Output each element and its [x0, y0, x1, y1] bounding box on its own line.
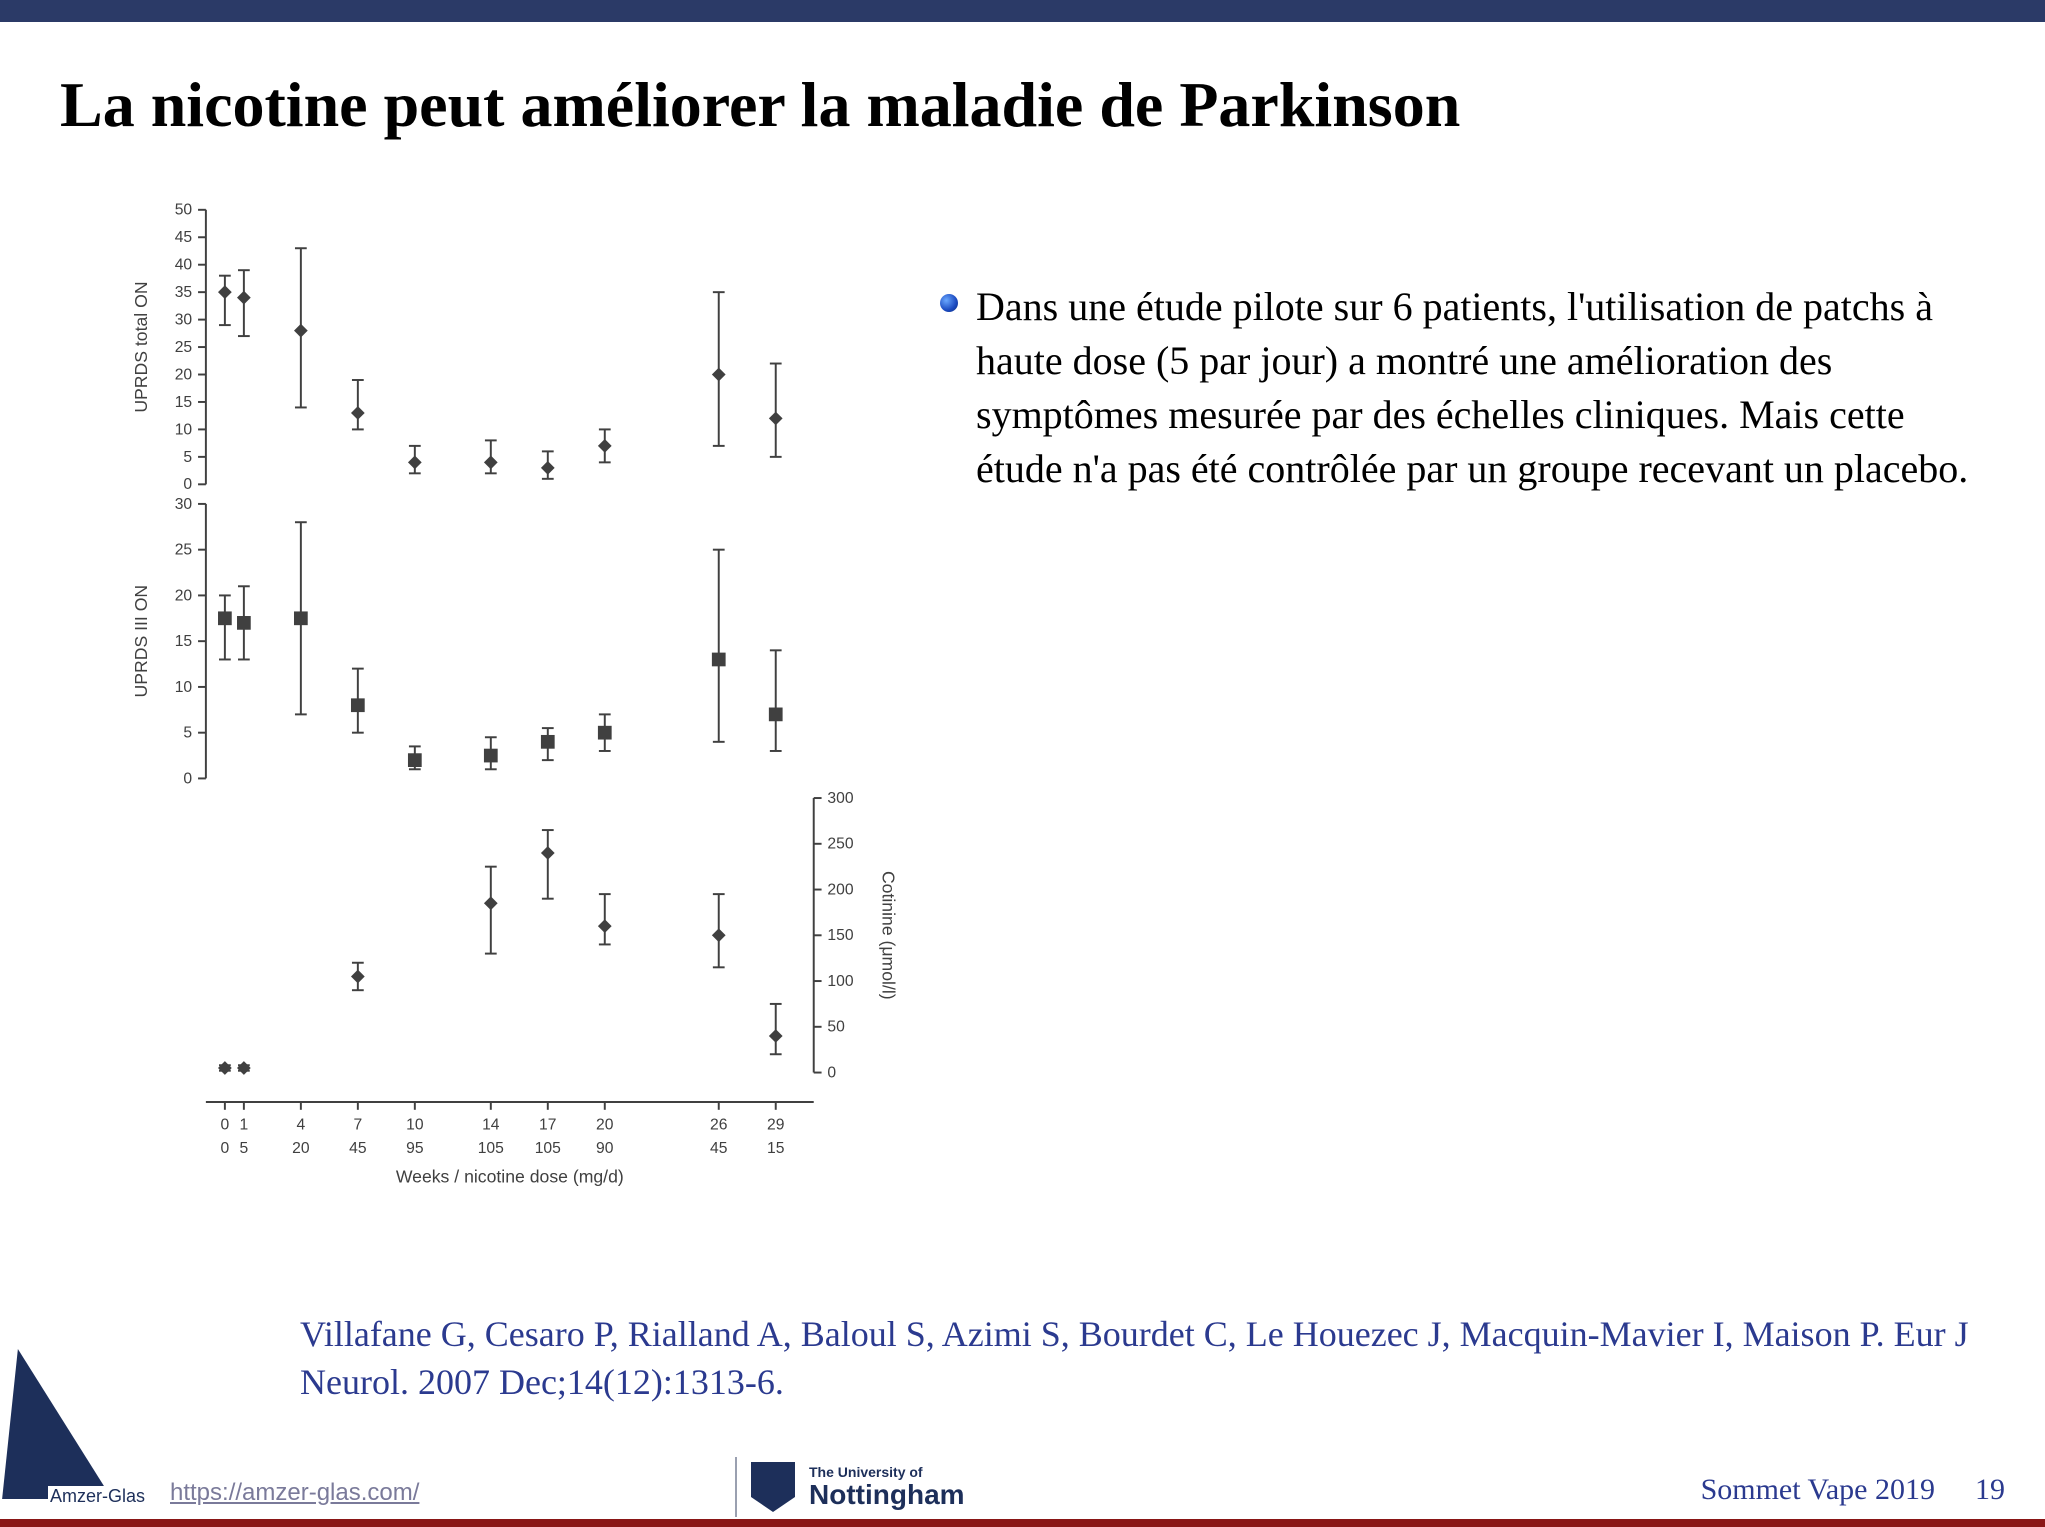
- svg-text:100: 100: [827, 973, 853, 990]
- svg-text:45: 45: [710, 1140, 728, 1157]
- university-line1: The University of: [809, 1465, 965, 1480]
- footer-right: Sommet Vape 2019 19: [1701, 1473, 2005, 1507]
- svg-text:10: 10: [175, 679, 193, 696]
- svg-text:Cotinine (μmol/l): Cotinine (μmol/l): [878, 871, 898, 1000]
- svg-text:5: 5: [183, 449, 192, 466]
- page-number: 19: [1975, 1473, 2005, 1507]
- svg-text:14: 14: [482, 1116, 500, 1133]
- svg-text:0: 0: [827, 1064, 836, 1081]
- svg-text:17: 17: [539, 1116, 556, 1133]
- university-text: The University of Nottingham: [809, 1465, 965, 1509]
- svg-text:50: 50: [827, 1019, 845, 1036]
- university-block: The University of Nottingham: [735, 1457, 965, 1517]
- svg-text:150: 150: [827, 927, 853, 944]
- amzer-glas-logo: Amzer-Glas: [10, 1349, 160, 1519]
- svg-text:5: 5: [240, 1140, 249, 1157]
- bullet-text: Dans une étude pilote sur 6 patients, l'…: [976, 280, 1985, 496]
- content-row: 05101520253035404550UPRDS total ON051015…: [100, 200, 1985, 1267]
- university-crest-icon: [751, 1462, 795, 1512]
- svg-text:15: 15: [175, 633, 193, 650]
- citation-text: Villafane G, Cesaro P, Rialland A, Balou…: [300, 1310, 1985, 1407]
- svg-text:15: 15: [175, 394, 193, 411]
- svg-text:45: 45: [175, 229, 193, 246]
- svg-text:200: 200: [827, 881, 853, 898]
- svg-text:90: 90: [596, 1140, 614, 1157]
- svg-text:15: 15: [767, 1140, 785, 1157]
- svg-text:250: 250: [827, 836, 853, 853]
- svg-text:300: 300: [827, 790, 853, 807]
- svg-text:25: 25: [175, 339, 193, 356]
- svg-text:UPRDS III ON: UPRDS III ON: [131, 585, 151, 698]
- svg-text:0: 0: [183, 770, 192, 787]
- svg-text:105: 105: [535, 1140, 561, 1157]
- svg-text:5: 5: [183, 725, 192, 742]
- svg-text:25: 25: [175, 542, 193, 559]
- footer: Amzer-Glas https://amzer-glas.com/ The U…: [0, 1437, 2045, 1527]
- svg-text:Weeks / nicotine dose (mg/d): Weeks / nicotine dose (mg/d): [396, 1166, 624, 1186]
- svg-text:45: 45: [349, 1140, 367, 1157]
- svg-text:10: 10: [406, 1116, 424, 1133]
- top-accent-bar: [0, 0, 2045, 22]
- sail-icon: [2, 1349, 128, 1499]
- errorbar-chart: 05101520253035404550UPRDS total ON051015…: [100, 200, 900, 1200]
- svg-text:0: 0: [221, 1140, 230, 1157]
- chart-column: 05101520253035404550UPRDS total ON051015…: [100, 200, 900, 1267]
- svg-text:35: 35: [175, 284, 193, 301]
- event-label: Sommet Vape 2019: [1701, 1473, 1935, 1507]
- svg-text:40: 40: [175, 257, 193, 274]
- svg-text:20: 20: [596, 1116, 614, 1133]
- svg-text:0: 0: [221, 1116, 230, 1133]
- svg-text:29: 29: [767, 1116, 784, 1133]
- footer-link[interactable]: https://amzer-glas.com/: [170, 1479, 419, 1507]
- university-line2: Nottingham: [809, 1480, 965, 1509]
- slide-title: La nicotine peut améliorer la maladie de…: [60, 70, 1985, 140]
- svg-text:20: 20: [175, 366, 193, 383]
- svg-text:UPRDS total ON: UPRDS total ON: [131, 281, 151, 412]
- svg-text:105: 105: [478, 1140, 504, 1157]
- amzer-glas-label: Amzer-Glas: [48, 1486, 147, 1507]
- svg-text:95: 95: [406, 1140, 424, 1157]
- svg-text:0: 0: [183, 476, 192, 493]
- bullet-icon: [940, 294, 958, 312]
- svg-text:30: 30: [175, 496, 193, 513]
- svg-text:26: 26: [710, 1116, 728, 1133]
- bullet-item: Dans une étude pilote sur 6 patients, l'…: [940, 280, 1985, 496]
- svg-text:20: 20: [175, 587, 193, 604]
- svg-text:1: 1: [240, 1116, 249, 1133]
- svg-text:4: 4: [296, 1116, 305, 1133]
- svg-text:20: 20: [292, 1140, 310, 1157]
- svg-text:50: 50: [175, 202, 193, 219]
- svg-text:30: 30: [175, 312, 193, 329]
- svg-text:7: 7: [353, 1116, 362, 1133]
- slide: La nicotine peut améliorer la maladie de…: [0, 0, 2045, 1527]
- text-column: Dans une étude pilote sur 6 patients, l'…: [940, 200, 1985, 1267]
- bottom-accent-bar: [0, 1519, 2045, 1527]
- svg-text:10: 10: [175, 421, 193, 438]
